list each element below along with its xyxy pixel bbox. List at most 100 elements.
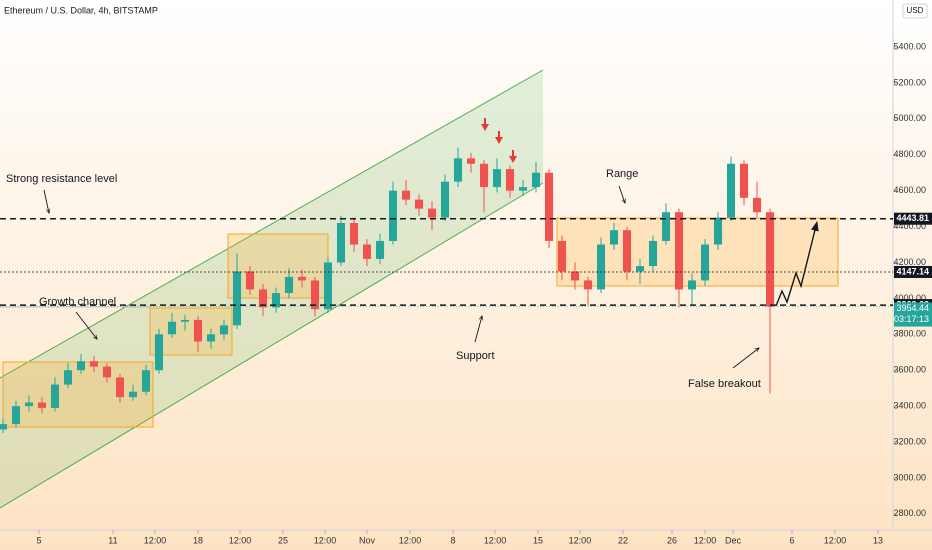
annotation-arrow: [732, 348, 759, 369]
last-price-label: 3954.44: [896, 303, 929, 313]
level-label: 4147.14: [896, 266, 929, 276]
candle-body: [531, 172, 541, 188]
level-label-box: [894, 265, 932, 278]
annotation-arrow: [43, 189, 49, 213]
last-price-box: [894, 302, 932, 327]
y-tick-label: 4000.00: [893, 293, 926, 303]
x-tick-label: 13: [873, 535, 883, 545]
annotation: Range: [606, 168, 638, 180]
x-tick-label: 12:00: [314, 535, 337, 545]
candle-body: [687, 280, 697, 290]
candle-body: [0, 424, 8, 430]
candle-body: [427, 208, 437, 218]
annotation: Strong resistance level: [6, 173, 117, 185]
x-tick-label: 25: [278, 535, 288, 545]
candle-body: [453, 158, 463, 182]
channel-line: [0, 182, 544, 509]
y-tick-label: 3000.00: [893, 472, 926, 482]
candle-body: [674, 212, 684, 290]
candle-body: [206, 334, 216, 342]
y-tick-label: 3400.00: [893, 400, 926, 410]
x-tick-label: 12:00: [229, 535, 252, 545]
x-tick-label: 12:00: [569, 535, 592, 545]
candle-body: [414, 199, 424, 209]
red-arrow: [495, 137, 503, 144]
candle-body: [570, 271, 580, 281]
y-tick-label: 5400.00: [893, 41, 926, 51]
x-tick-label: 8: [451, 535, 456, 545]
candle-body: [661, 212, 671, 241]
candle-body: [24, 402, 34, 407]
y-tick-label: 5000.00: [893, 113, 926, 123]
y-tick-label: 3800.00: [893, 329, 926, 339]
y-tick-label: 3600.00: [893, 365, 926, 375]
candle-body: [349, 222, 359, 245]
candle-body: [739, 163, 749, 198]
channel-line: [0, 69, 544, 379]
x-tick-label: 12:00: [824, 535, 847, 545]
y-tick-label: 4400.00: [893, 221, 926, 231]
x-tick-label: Nov: [359, 535, 376, 545]
y-tick-label: 2800.00: [893, 508, 926, 518]
red-arrow: [512, 150, 514, 157]
candle-body: [63, 370, 73, 385]
candle-body: [583, 280, 593, 290]
candle-body: [141, 370, 151, 392]
annotation-arrow: [618, 185, 625, 203]
candle-body: [492, 169, 502, 188]
candle-body: [765, 212, 775, 307]
candle-body: [375, 240, 385, 259]
annotation-arrow: [75, 311, 97, 339]
x-tick-label: 22: [618, 535, 628, 545]
candle-body: [115, 377, 125, 398]
x-tick-label: 5: [36, 535, 41, 545]
candle-body: [76, 361, 86, 371]
y-tick-label: 4600.00: [893, 185, 926, 195]
candle-body: [180, 319, 190, 322]
level-label: 4443.81: [896, 213, 929, 223]
candle-body: [11, 406, 21, 425]
candle-body: [752, 197, 762, 213]
red-arrow: [481, 124, 489, 131]
candle-body: [310, 280, 320, 310]
x-tick-label: 12:00: [694, 535, 717, 545]
chart-title: Ethereum / U.S. Dollar, 4h, BITSTAMP: [4, 5, 158, 15]
candle-body: [622, 230, 632, 272]
candle-body: [596, 244, 606, 290]
unit-badge[interactable]: [902, 3, 928, 19]
red-arrow: [509, 156, 517, 163]
candle-body: [726, 163, 736, 218]
consolidation-box: [149, 307, 233, 356]
candle-body: [193, 319, 203, 342]
candle-body: [245, 271, 255, 290]
annotation-arrow: [474, 316, 482, 343]
x-tick-label: Dec: [725, 535, 742, 545]
x-tick-label: 26: [667, 535, 677, 545]
red-arrow: [498, 131, 500, 138]
candle-body: [388, 190, 398, 241]
annotation: False breakout: [688, 378, 761, 390]
candle-body: [258, 289, 268, 308]
y-tick-label: 4800.00: [893, 149, 926, 159]
candle-body: [466, 158, 476, 164]
candle-body: [713, 217, 723, 245]
y-tick-label: 3200.00: [893, 436, 926, 446]
candle-body: [609, 230, 619, 245]
x-tick-label: 18: [193, 535, 203, 545]
candle-body: [37, 402, 47, 408]
candle-body: [323, 262, 333, 310]
candle-body: [505, 169, 515, 191]
annotation: Support: [456, 350, 495, 362]
candle-body: [232, 271, 242, 326]
red-arrow: [484, 118, 486, 125]
candle-body: [271, 293, 281, 308]
candle-body: [219, 325, 229, 335]
level-label-box: [894, 212, 932, 225]
annotation: Growth channel: [39, 296, 116, 308]
x-tick-label: 12:00: [399, 535, 422, 545]
candle-body: [297, 276, 307, 281]
unit-label[interactable]: USD: [907, 6, 924, 15]
x-tick-label: 11: [108, 535, 117, 545]
